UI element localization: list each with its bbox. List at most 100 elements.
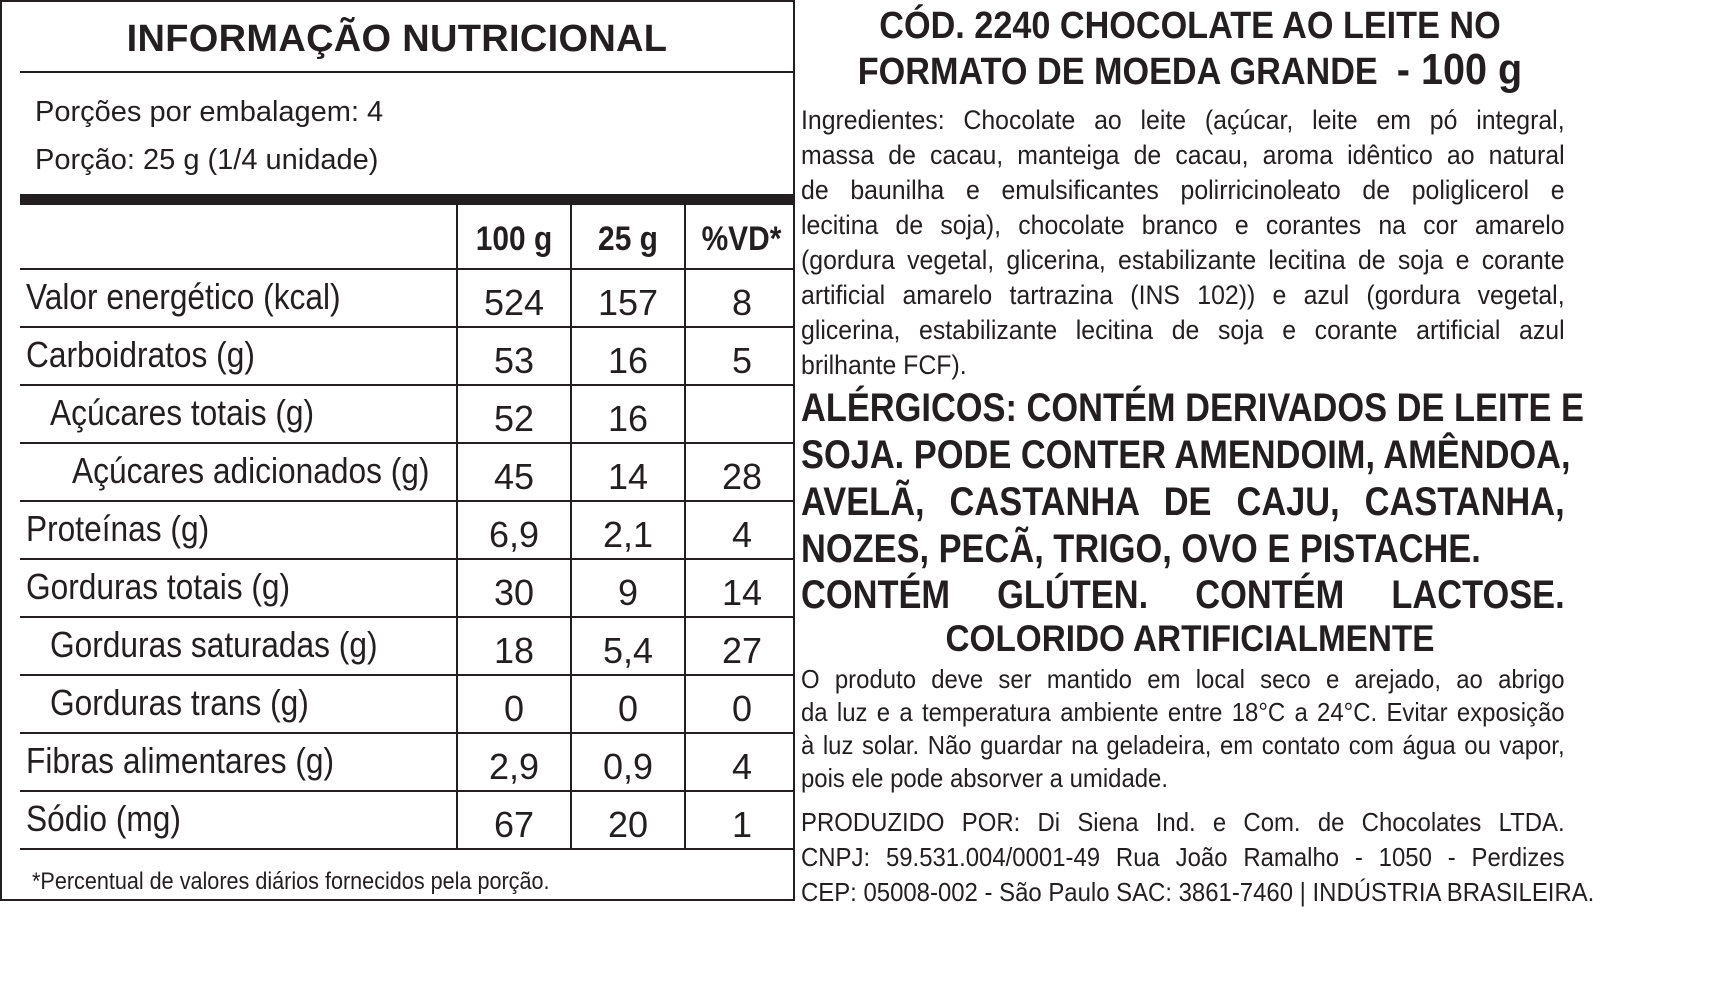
value-vd: 28: [721, 456, 763, 497]
nutrient-label: Gorduras saturadas (g): [50, 624, 378, 665]
value-vd: 4: [731, 514, 753, 555]
serving-size: Porção: 25 g (1/4 unidade): [35, 144, 379, 176]
title-divider: [20, 71, 795, 73]
producer-line: CEP: 05008-002 - São Paulo SAC: 3861-746…: [801, 877, 1595, 907]
nutrient-label: Fibras alimentares (g): [26, 740, 335, 781]
value-100g: 45: [493, 456, 535, 497]
ingredients-line: glicerina, estabilizante lecitina de soj…: [801, 315, 1565, 345]
thick-divider: [20, 194, 795, 205]
servings-per-package: Porções por embalagem: 4: [35, 96, 384, 128]
producer-line: CNPJ: 59.531.004/0001-49 Rua João Ramalh…: [801, 842, 1565, 872]
table-row: Gorduras trans (g) 0 0 0: [20, 676, 797, 734]
value-100g: 524: [483, 282, 545, 323]
product-title-line2: FORMATO DE MOEDA GRANDE - 100 g: [839, 48, 1541, 94]
column-divider: [570, 205, 572, 849]
table-row: Sódio (mg) 67 20 1: [20, 792, 797, 850]
nutrient-label: Sódio (mg): [26, 798, 181, 839]
table-row: Gorduras saturadas (g) 18 5,4 27: [20, 618, 797, 676]
value-vd: 14: [721, 572, 763, 613]
value-100g: 0: [503, 688, 525, 729]
ingredients-line: de baunilha e emulsificantes polirricino…: [801, 175, 1565, 205]
table-row: Fibras alimentares (g) 2,9 0,9 4: [20, 734, 797, 792]
value-100g: 30: [493, 572, 535, 613]
ingredients-line: Ingredientes: Chocolate ao leite (açúcar…: [801, 105, 1565, 135]
storage-line: pois ele pode absorver a umidade.: [801, 763, 1169, 793]
ingredients-line: artificial amarelo tartrazina (INS 102))…: [801, 280, 1565, 310]
table-row: Açúcares totais (g) 52 16: [20, 386, 797, 444]
artificial-color-notice: COLORIDO ARTIFICIALMENTE: [945, 618, 1435, 659]
product-title-name: FORMATO DE MOEDA GRANDE: [857, 51, 1378, 93]
value-100g: 67: [493, 804, 535, 845]
value-100g: 2,9: [488, 746, 540, 787]
table-row-divider: [20, 732, 795, 734]
nutrient-label: Carboidratos (g): [26, 334, 255, 375]
value-25g: 0: [617, 688, 639, 729]
nutrition-title: INFORMAÇÃO NUTRICIONAL: [126, 18, 668, 60]
value-25g: 20: [607, 804, 649, 845]
table-row: Proteínas (g) 6,9 2,1 4: [20, 502, 797, 560]
value-vd: 5: [731, 340, 753, 381]
allergen-line: AVELÃ, CASTANHA DE CAJU, CASTANHA,: [801, 480, 1565, 524]
value-vd: 8: [731, 282, 753, 323]
value-25g: 16: [607, 398, 649, 439]
allergen-line: NOZES, PECÃ, TRIGO, OVO E PISTACHE.: [801, 527, 1481, 571]
ingredients-line: (gordura vegetal, glicerina, estabilizan…: [801, 245, 1565, 275]
storage-line: O produto deve ser mantido em local seco…: [801, 664, 1565, 694]
table-row: Carboidratos (g) 53 16 5: [20, 328, 797, 386]
nutrient-label: Gorduras trans (g): [50, 682, 309, 723]
table-row-divider: [20, 268, 795, 270]
product-title: CÓD. 2240 CHOCOLATE AO LEITE NO FORMATO …: [839, 4, 1541, 94]
column-divider: [456, 205, 458, 849]
table-row-divider: [20, 616, 795, 618]
product-title-line1: CÓD. 2240 CHOCOLATE AO LEITE NO: [879, 5, 1501, 47]
value-100g: 6,9: [488, 514, 540, 555]
table-bottom-divider: [20, 848, 795, 850]
table-row: Açúcares adicionados (g) 45 14 28: [20, 444, 797, 502]
allergen-line: ALÉRGICOS: CONTÉM DERIVADOS DE LEITE E: [801, 386, 1584, 430]
value-vd: 0: [731, 688, 753, 729]
value-25g: 0,9: [602, 746, 654, 787]
table-row-divider: [20, 442, 795, 444]
nutrient-label: Açúcares adicionados (g): [72, 450, 430, 491]
value-100g: 52: [493, 398, 535, 439]
value-vd: 1: [731, 804, 753, 845]
table-row-divider: [20, 558, 795, 560]
nutrition-table-panel: INFORMAÇÃO NUTRICIONAL Porções por embal…: [0, 0, 795, 901]
column-divider: [684, 205, 686, 849]
value-25g: 14: [607, 456, 649, 497]
nutrient-label: Gorduras totais (g): [26, 566, 291, 607]
table-row: Valor energético (kcal) 524 157 8: [20, 270, 797, 328]
table-row-divider: [20, 790, 795, 792]
table-row: Gorduras totais (g) 30 9 14: [20, 560, 797, 618]
table-row-divider: [20, 500, 795, 502]
footnote: *Percentual de valores diários fornecido…: [32, 868, 550, 895]
table-row-divider: [20, 326, 795, 328]
allergen-line: SOJA. PODE CONTER AMENDOIM, AMÊNDOA,: [801, 433, 1571, 477]
producer-line: PRODUZIDO POR: Di Siena Ind. e Com. de C…: [801, 807, 1565, 837]
column-header-100g: 100 g: [475, 220, 553, 258]
value-100g: 18: [493, 630, 535, 671]
table-row-divider: [20, 674, 795, 676]
nutrient-label: Valor energético (kcal): [26, 276, 341, 317]
value-25g: 2,1: [602, 514, 654, 555]
storage-line: da luz e a temperatura ambiente entre 18…: [801, 697, 1565, 727]
storage-line: à luz solar. Não guardar na geladeira, e…: [801, 730, 1565, 760]
ingredients-line: lecitina de soja), chocolate branco e co…: [801, 210, 1565, 240]
value-vd: 4: [731, 746, 753, 787]
ingredients-line: massa de cacau, manteiga de cacau, aroma…: [801, 140, 1565, 170]
product-weight: - 100 g: [1396, 45, 1523, 94]
value-25g: 5,4: [602, 630, 654, 671]
value-100g: 53: [493, 340, 535, 381]
column-header-25g: 25 g: [598, 220, 658, 258]
allergen-line: CONTÉM GLÚTEN. CONTÉM LACTOSE.: [801, 573, 1565, 617]
column-header-vd: %VD*: [701, 220, 782, 258]
ingredients-line: brilhante FCF).: [801, 350, 967, 380]
value-vd: 27: [721, 630, 763, 671]
nutrition-rows: Valor energético (kcal) 524 157 8 Carboi…: [20, 270, 797, 850]
value-25g: 9: [617, 572, 639, 613]
value-25g: 16: [607, 340, 649, 381]
nutrient-label: Açúcares totais (g): [50, 392, 315, 433]
value-25g: 157: [597, 282, 659, 323]
table-row-divider: [20, 384, 795, 386]
nutrient-label: Proteínas (g): [26, 508, 210, 549]
